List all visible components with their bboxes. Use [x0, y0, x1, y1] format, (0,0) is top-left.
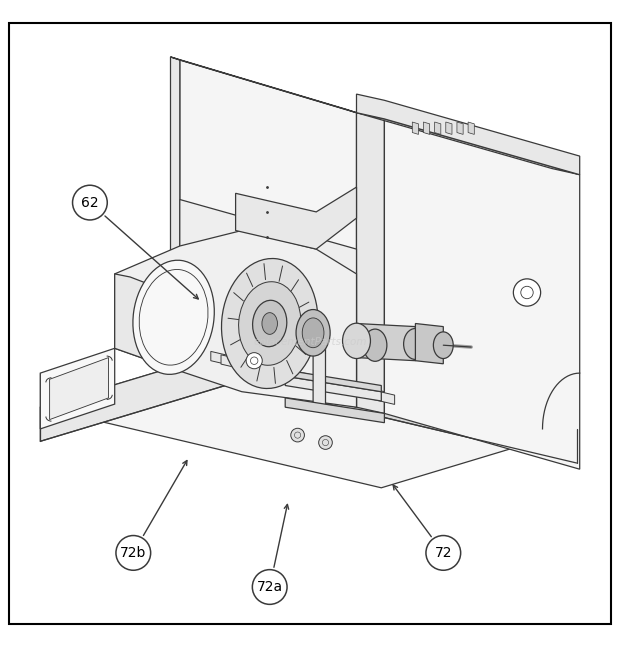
Polygon shape: [468, 122, 474, 135]
Polygon shape: [180, 199, 356, 407]
Polygon shape: [384, 119, 580, 469]
Text: eplacementParts.com: eplacementParts.com: [253, 337, 367, 347]
Circle shape: [291, 428, 304, 442]
Polygon shape: [356, 113, 580, 175]
Polygon shape: [285, 370, 381, 391]
Polygon shape: [40, 348, 236, 441]
Polygon shape: [457, 122, 463, 135]
Ellipse shape: [363, 329, 387, 361]
Polygon shape: [435, 122, 441, 135]
Polygon shape: [285, 376, 381, 401]
Polygon shape: [285, 398, 384, 422]
Polygon shape: [356, 324, 415, 360]
Ellipse shape: [262, 313, 278, 334]
Text: 72b: 72b: [120, 546, 146, 560]
Text: 72: 72: [435, 546, 452, 560]
Circle shape: [73, 185, 107, 220]
Polygon shape: [50, 358, 108, 420]
Polygon shape: [170, 57, 180, 355]
Circle shape: [116, 536, 151, 570]
Ellipse shape: [433, 332, 453, 358]
Circle shape: [513, 279, 541, 306]
Ellipse shape: [252, 300, 287, 347]
Ellipse shape: [342, 324, 371, 358]
Polygon shape: [313, 342, 326, 410]
Polygon shape: [115, 230, 356, 407]
Circle shape: [246, 353, 262, 369]
Polygon shape: [170, 57, 356, 113]
Polygon shape: [356, 113, 384, 413]
Ellipse shape: [239, 281, 301, 366]
Circle shape: [426, 536, 461, 570]
Polygon shape: [40, 348, 115, 429]
Ellipse shape: [296, 309, 330, 356]
Polygon shape: [236, 187, 356, 249]
Polygon shape: [180, 60, 356, 407]
Text: 62: 62: [81, 195, 99, 210]
Polygon shape: [423, 122, 430, 135]
Ellipse shape: [221, 259, 318, 388]
Text: 72a: 72a: [257, 580, 283, 594]
Circle shape: [319, 435, 332, 450]
Circle shape: [252, 569, 287, 604]
Polygon shape: [356, 94, 580, 175]
Ellipse shape: [133, 260, 215, 375]
Polygon shape: [415, 324, 443, 364]
Polygon shape: [236, 348, 577, 463]
Ellipse shape: [303, 318, 324, 347]
Polygon shape: [412, 122, 418, 135]
Polygon shape: [446, 122, 452, 135]
Polygon shape: [221, 355, 394, 404]
Polygon shape: [211, 351, 384, 401]
Polygon shape: [115, 274, 171, 367]
Ellipse shape: [404, 329, 427, 360]
Polygon shape: [40, 348, 577, 488]
